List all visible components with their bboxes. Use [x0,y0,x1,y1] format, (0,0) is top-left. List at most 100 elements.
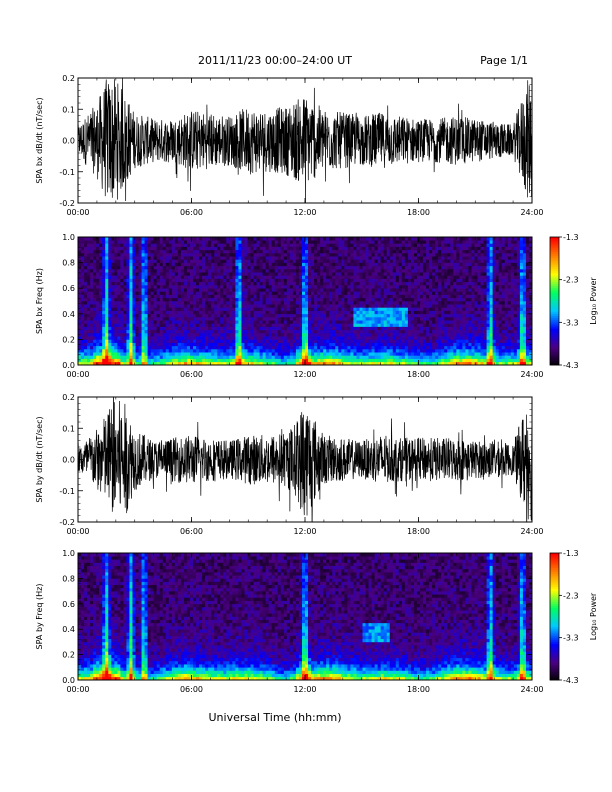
spectrogram-cell [329,349,333,353]
spectrogram-cell [308,246,312,251]
spectrogram-cell [132,352,136,356]
spectrogram-cell [420,361,424,366]
spectrogram-cell [171,313,176,318]
spectrogram-cell [283,358,288,363]
spectrogram-cell [317,249,321,254]
spectrogram-cell [202,323,206,327]
spectrogram-cell [365,237,369,241]
spectrogram-cell [377,237,381,241]
spectrogram-cell [232,304,236,308]
spectrogram-cell [347,262,351,267]
spectrogram-cell [168,355,173,359]
spectrogram-cell [429,310,433,315]
spectrogram-cell [186,297,191,302]
spectrogram-cell [359,355,363,359]
spectrogram-cell [389,291,394,295]
spectrogram-cell [274,326,279,331]
spectrogram-cell [259,285,263,289]
y-tick-label: 0.0 [62,137,75,146]
spectrogram-cell [153,288,157,292]
spectrogram-cell [259,307,263,311]
spectrogram-cell [420,249,424,254]
spectrogram-cell [338,358,342,363]
spectrogram-cell [102,259,106,263]
spectrogram-cell [368,278,372,283]
spectrogram-cell [153,352,157,356]
spectrogram-cell [344,262,348,267]
spectrogram-cell [435,326,439,331]
spectrogram-cell [202,333,206,337]
spectrogram-cell [180,326,185,331]
spectrogram-cell [159,349,164,353]
spectrogram-cell [99,278,103,283]
spectrogram-cell [341,333,345,337]
spectrogram-cell [289,256,294,260]
spectrogram-cell [292,278,297,283]
spectrogram-cell [320,307,324,311]
spectrogram-cell [93,297,97,302]
spectrogram-cell [320,256,324,260]
spectrogram-cell [199,246,203,251]
spectrogram-cell [271,265,276,270]
spectrogram-cell [123,326,127,331]
spectrogram-cell [338,262,342,267]
spectrogram-cell [305,307,309,311]
spectrogram-cell [392,281,397,286]
spectrogram-cell [420,259,424,263]
spectrogram-cell [289,281,294,286]
spectrogram-cell [423,262,427,267]
spectrogram-cell [356,249,360,254]
spectrogram-cell [114,265,118,270]
spectrogram-cell [78,278,82,283]
spectrogram-cell [123,237,127,241]
spectrogram-cell [214,291,218,295]
spectrogram-cell [292,329,297,334]
spectrogram-cell [277,294,282,299]
spectrogram-cell [226,265,230,270]
spectrogram-cell [274,249,279,254]
spectrogram-cell [435,278,439,283]
spectrogram-cell [84,297,88,302]
spectrogram-cell [211,259,215,263]
spectrogram-cell [78,288,82,292]
spectrogram-cell [341,253,345,257]
spectrogram-cell [196,342,200,347]
spectrogram-cell [108,288,112,292]
spectrogram-cell [444,285,448,289]
spectrogram-cell [189,253,194,257]
spectrogram-cell [226,336,230,340]
spectrogram-cell [295,246,300,251]
spectrogram-cell [256,243,260,247]
spectrogram-cell [114,355,118,359]
spectrogram-cell [256,253,260,257]
spectrogram-cell [250,291,254,295]
spectrogram-cell [347,256,351,260]
spectrogram-cell [416,278,421,283]
spectrogram-cell [78,336,82,340]
spectrogram-cell [280,281,285,286]
spectrogram-cell [338,285,342,289]
spectrogram-cell [432,326,436,331]
spectrogram-cell [298,352,303,356]
spectrogram-cell [377,336,381,340]
spectrogram-cell [87,313,91,318]
spectrogram-cell [174,323,179,327]
spectrogram-cell [359,253,363,257]
spectrogram-cell [416,285,421,289]
spectrogram-cell [410,253,415,257]
spectrogram-cell [432,297,436,302]
spectrogram-cell [141,361,145,366]
spectrogram-cell [317,320,321,324]
spectrogram-cell [420,352,424,356]
spectrogram-cell [274,310,279,315]
spectrogram-cell [126,278,130,283]
spectrogram-cell [289,336,294,340]
spectrogram-cell [380,313,384,318]
spectrogram-cell [202,243,206,247]
spectrogram-cell [283,291,288,295]
spectrogram-cell [232,272,236,276]
spectrogram-cell [259,336,263,340]
spectrogram-cell [407,320,412,324]
spectrogram-cell [132,246,136,251]
spectrogram-cell [438,240,442,244]
